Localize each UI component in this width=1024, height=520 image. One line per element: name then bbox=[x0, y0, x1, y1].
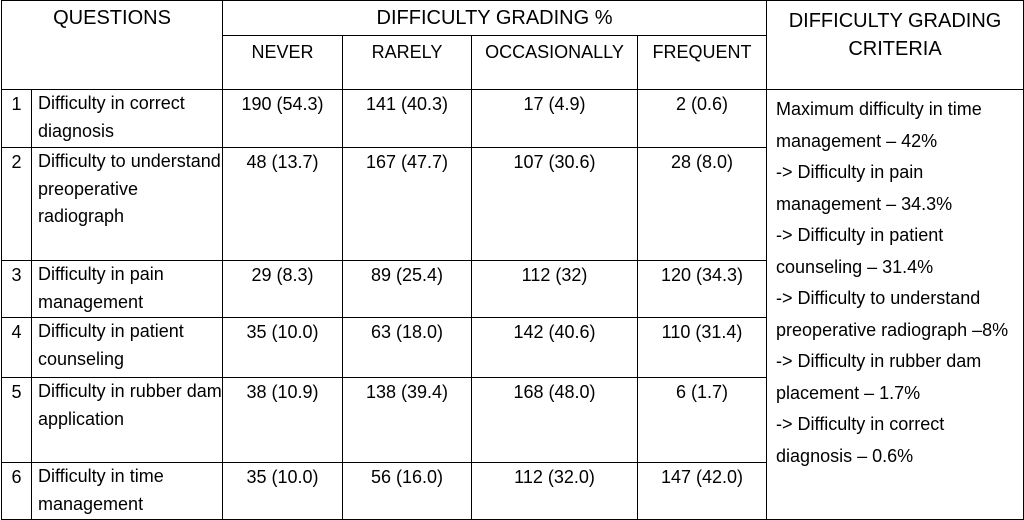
criteria-item: Maximum difficulty in time management – … bbox=[776, 99, 982, 151]
frequent-value: 147 (42.0) bbox=[637, 462, 768, 520]
occasionally-value: 112 (32) bbox=[471, 260, 639, 318]
table-row: 4 Difficulty in patient counseling 35 (1… bbox=[1, 317, 1024, 378]
frequent-value: 28 (8.0) bbox=[637, 147, 768, 261]
never-value: 190 (54.3) bbox=[222, 89, 344, 148]
row-number: 1 bbox=[1, 89, 32, 148]
rarely-value: 167 (47.7) bbox=[342, 147, 473, 261]
criteria-item: -> Difficulty in correct diagnosis – 0.6… bbox=[776, 414, 945, 466]
occasionally-value: 112 (32.0) bbox=[471, 462, 639, 520]
column-header-frequent: FREQUENT bbox=[637, 35, 768, 90]
occasionally-value: 107 (30.6) bbox=[471, 147, 639, 261]
row-number: 5 bbox=[1, 377, 32, 463]
frequent-value: 6 (1.7) bbox=[637, 377, 768, 463]
row-number: 3 bbox=[1, 260, 32, 318]
table-row: 1 Difficulty in correct diagnosis 190 (5… bbox=[1, 89, 1024, 520]
criteria-item: -> Difficulty in pain management – 34.3% bbox=[776, 162, 953, 214]
question-text: Difficulty in correct diagnosis bbox=[30, 89, 224, 148]
column-header-rarely: RARELY bbox=[342, 35, 473, 90]
question-text: Difficulty in time management bbox=[30, 462, 224, 520]
criteria-cell: Maximum difficulty in time management – … bbox=[766, 89, 1024, 520]
criteria-item: -> Difficulty in patient counseling – 31… bbox=[776, 225, 944, 277]
criteria-header: DIFFICULTY GRADING CRITERIA bbox=[766, 0, 1024, 90]
table-row: 2 Difficulty to understand preoperative … bbox=[1, 147, 1024, 261]
table-row: 3 Difficulty in pain management 29 (8.3)… bbox=[1, 260, 1024, 318]
rarely-value: 63 (18.0) bbox=[342, 317, 473, 378]
criteria-item: -> Difficulty in rubber dam placement – … bbox=[776, 351, 982, 403]
question-text: Difficulty to understand preoperative ra… bbox=[30, 147, 224, 261]
rarely-value: 89 (25.4) bbox=[342, 260, 473, 318]
never-value: 35 (10.0) bbox=[222, 317, 344, 378]
never-value: 35 (10.0) bbox=[222, 462, 344, 520]
criteria-header-line2: CRITERIA bbox=[848, 38, 942, 60]
occasionally-value: 142 (40.6) bbox=[471, 317, 639, 378]
never-value: 38 (10.9) bbox=[222, 377, 344, 463]
row-number: 2 bbox=[1, 147, 32, 261]
never-value: 48 (13.7) bbox=[222, 147, 344, 261]
row-number: 4 bbox=[1, 317, 32, 378]
criteria-item: -> Difficulty to understand preoperative… bbox=[776, 288, 1009, 340]
frequent-value: 120 (34.3) bbox=[637, 260, 768, 318]
questions-header: QUESTIONS bbox=[0, 0, 224, 90]
rarely-value: 138 (39.4) bbox=[342, 377, 473, 463]
rarely-value: 56 (16.0) bbox=[342, 462, 473, 520]
column-header-occasionally: OCCASIONALLY bbox=[471, 35, 639, 90]
row-number: 6 bbox=[1, 462, 32, 520]
frequent-value: 2 (0.6) bbox=[637, 89, 768, 148]
rarely-value: 141 (40.3) bbox=[342, 89, 473, 148]
occasionally-value: 17 (4.9) bbox=[471, 89, 639, 148]
question-text: Difficulty in pain management bbox=[30, 260, 224, 318]
column-header-never: NEVER bbox=[222, 35, 344, 90]
grading-header: DIFFICULTY GRADING % bbox=[222, 0, 768, 36]
never-value: 29 (8.3) bbox=[222, 260, 344, 318]
question-text: Difficulty in rubber dam application bbox=[30, 377, 224, 463]
criteria-header-line1: DIFFICULTY GRADING bbox=[788, 10, 1002, 32]
table-row: 5 Difficulty in rubber dam application 3… bbox=[1, 377, 1024, 463]
question-text: Difficulty in patient counseling bbox=[30, 317, 224, 378]
frequent-value: 110 (31.4) bbox=[637, 317, 768, 378]
occasionally-value: 168 (48.0) bbox=[471, 377, 639, 463]
